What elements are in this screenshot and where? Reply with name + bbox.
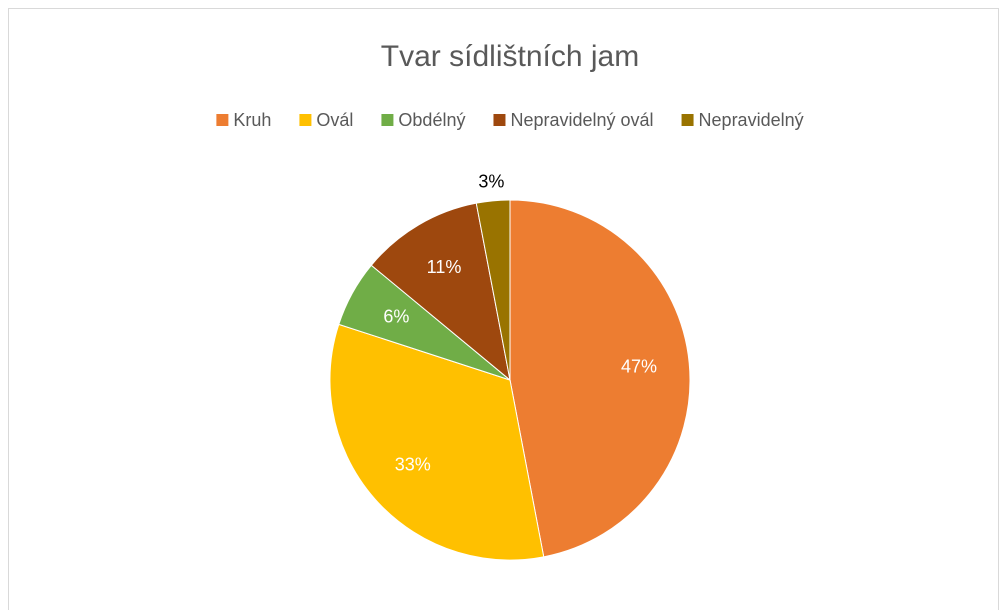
data-label: 11% [427,257,462,277]
legend-label: Ovál [316,110,353,130]
legend-label: Kruh [233,110,271,130]
legend-label: Nepravidelný ovál [510,110,653,130]
pie-slice [329,323,545,561]
legend-swatch [493,114,506,126]
pie-slice [370,202,511,382]
pie-slice [475,199,511,381]
legend-swatch [299,114,312,126]
data-label: 6% [383,306,409,326]
data-label: 33% [395,454,431,474]
chart-title: Tvar sídlištních jam [381,40,639,73]
legend-swatch [681,114,694,126]
data-label: 3% [478,172,504,192]
legend-swatch [381,114,394,126]
data-label: 47% [621,357,657,377]
legend-swatch [216,114,229,126]
legend-label: Obdélný [398,110,465,130]
legend-label: Nepravidelný [699,110,804,130]
legend: Kruh Ovál Obdélný Nepravidelný ovál Nepravid… [216,110,804,130]
pie-slice [509,199,691,558]
